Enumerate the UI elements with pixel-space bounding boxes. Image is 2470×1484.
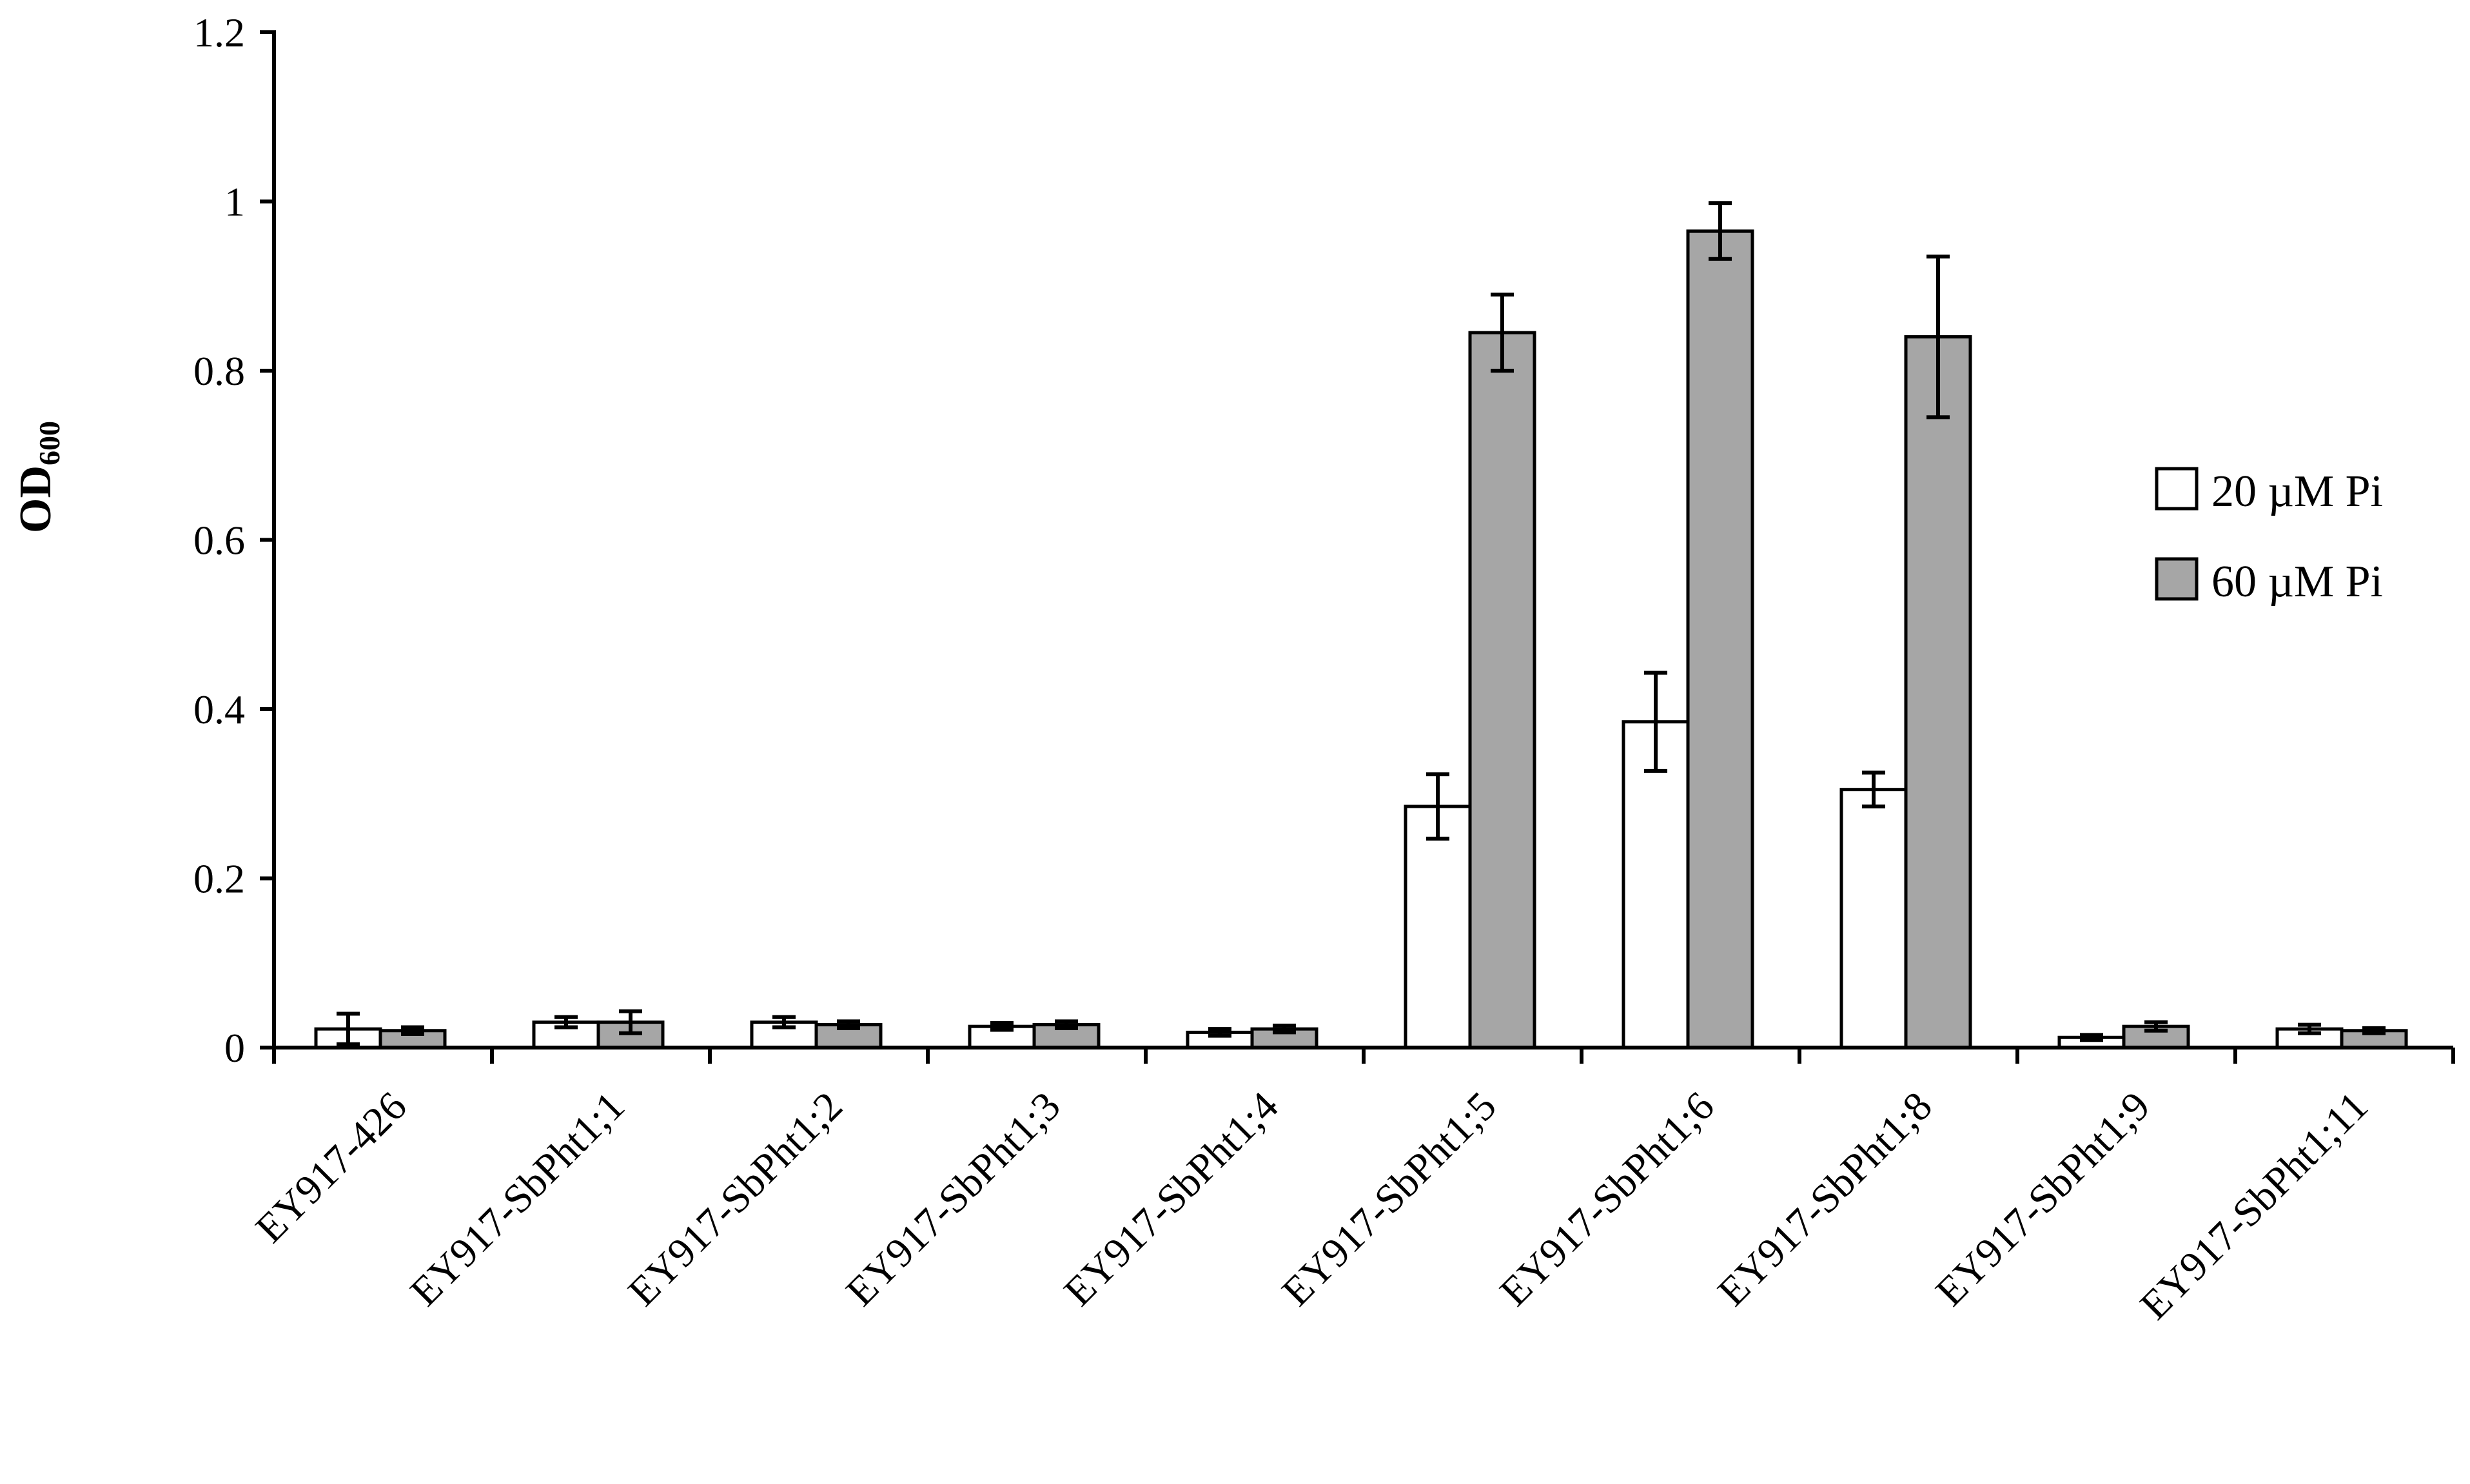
x-tick-label: EY917-SbPht1;6 — [1491, 1083, 1722, 1314]
y-tick-label: 0.4 — [193, 687, 245, 732]
y-axis-label-main: OD — [11, 465, 61, 533]
y-tick-label: 1 — [224, 179, 245, 225]
x-tick-label: EY917-SbPht1;3 — [837, 1083, 1068, 1314]
y-tick-label: 0 — [224, 1025, 245, 1071]
legend: 20 µM Pi 60 µM Pi — [2155, 467, 2383, 607]
bar — [1622, 720, 1690, 1050]
legend-swatch — [2155, 557, 2199, 601]
y-tick-label: 1.2 — [193, 10, 245, 55]
y-axis-label: OD600 — [11, 421, 66, 533]
x-tick-label: EY917-SbPht1;8 — [1709, 1083, 1940, 1314]
bar — [1904, 335, 1972, 1050]
y-tick-label: 0.6 — [193, 518, 245, 563]
bar — [1686, 229, 1754, 1050]
bar — [1839, 788, 1908, 1050]
x-axis-ticks: EY917-426EY917-SbPht1;1EY917-SbPht1;2EY9… — [247, 1048, 2455, 1328]
y-axis-ticks: 0 0.2 0.4 0.6 0.8 1 1.2 — [193, 10, 274, 1071]
x-tick-label: EY917-SbPht1;2 — [619, 1083, 850, 1314]
y-tick-label: 0.8 — [193, 348, 245, 394]
y-tick-label: 0.2 — [193, 856, 245, 902]
bar — [1404, 805, 1472, 1050]
x-tick-label: EY917-426 — [247, 1083, 415, 1251]
legend-label: 20 µM Pi — [2211, 467, 2383, 516]
x-tick-label: EY917-SbPht1;5 — [1273, 1083, 1504, 1314]
bars — [314, 201, 2408, 1050]
x-tick-label: EY917-SbPht1;1 — [401, 1083, 632, 1314]
x-tick-label: EY917-SbPht1;4 — [1055, 1083, 1286, 1314]
y-axis-label-subscript: 600 — [33, 421, 66, 465]
legend-label: 60 µM Pi — [2211, 557, 2383, 607]
legend-swatch — [2155, 467, 2199, 511]
bar — [1468, 331, 1536, 1050]
x-tick-label: EY917-SbPht1;11 — [2131, 1083, 2376, 1328]
x-tick-label: EY917-SbPht1;9 — [1926, 1083, 2158, 1314]
